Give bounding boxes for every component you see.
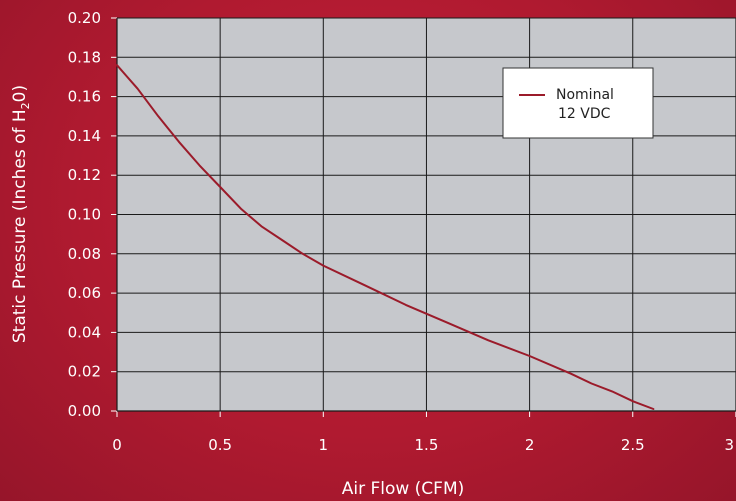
y-tick-label: 0.14 [68, 127, 101, 145]
legend: Nominal 12 VDC [502, 67, 654, 139]
legend-label-line-2: 12 VDC [558, 106, 611, 122]
series-layer [116, 64, 655, 410]
x-tick-label: 2 [525, 436, 535, 454]
tick-labels: 0.00 0.02 0.04 0.06 0.08 0.10 0.12 0.14 0.16 0.18… [68, 9, 734, 454]
x-tick-label: 1 [319, 436, 329, 454]
x-tick-label: 0.5 [208, 436, 232, 454]
y-tick-label: 0.00 [68, 402, 101, 420]
y-tick-label: 0.16 [68, 88, 101, 106]
x-axis-title: Air Flow (CFM) [342, 479, 465, 499]
x-tick-label: 0 [112, 436, 122, 454]
y-tick-label: 0.12 [68, 166, 101, 184]
y-axis-title-subscript: 2 [19, 102, 32, 109]
y-tick-label: 0.10 [68, 206, 101, 224]
y-axis-title-part-3: 0) [10, 85, 30, 102]
y-axis-title-part-1: Static Pressure (Inches of H [10, 109, 30, 343]
y-tick-label: 0.04 [68, 323, 101, 341]
y-tick-label: 0.18 [68, 48, 101, 66]
y-tick-label: 0.02 [68, 363, 101, 381]
legend-box [502, 67, 654, 139]
grid-lines [111, 17, 736, 417]
y-axis-title: Static Pressure (Inches of H20) [10, 85, 32, 343]
series-line-nominal-12vdc [116, 64, 655, 410]
y-tick-label: 0.20 [68, 9, 101, 27]
x-tick-label: 1.5 [415, 436, 439, 454]
legend-label-line-1: Nominal [556, 87, 614, 103]
x-tick-label: 3 [724, 436, 734, 454]
x-tick-label: 2.5 [621, 436, 645, 454]
y-tick-label: 0.08 [68, 245, 101, 263]
y-tick-label: 0.06 [68, 284, 101, 302]
